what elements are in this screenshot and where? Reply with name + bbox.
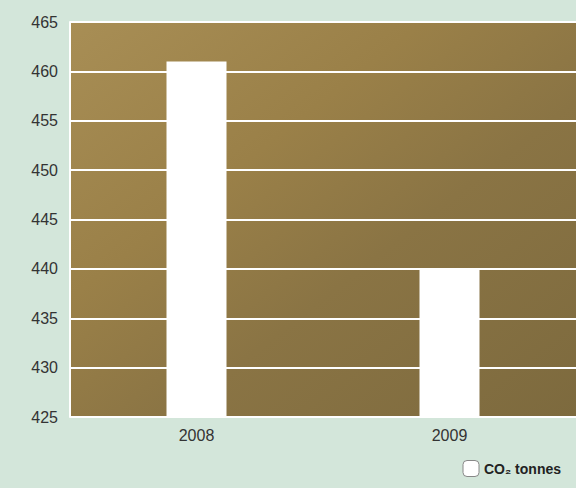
svg-text:460: 460 xyxy=(31,63,58,80)
svg-text:435: 435 xyxy=(31,310,58,327)
svg-text:465: 465 xyxy=(31,14,58,31)
svg-text:450: 450 xyxy=(31,162,58,179)
svg-text:2009: 2009 xyxy=(432,427,468,444)
svg-text:425: 425 xyxy=(31,409,58,426)
svg-text:440: 440 xyxy=(31,260,58,277)
svg-text:2008: 2008 xyxy=(179,427,215,444)
svg-text:CO₂ tonnes: CO₂ tonnes xyxy=(484,461,561,477)
svg-text:430: 430 xyxy=(31,359,58,376)
svg-text:455: 455 xyxy=(31,112,58,129)
svg-text:445: 445 xyxy=(31,211,58,228)
